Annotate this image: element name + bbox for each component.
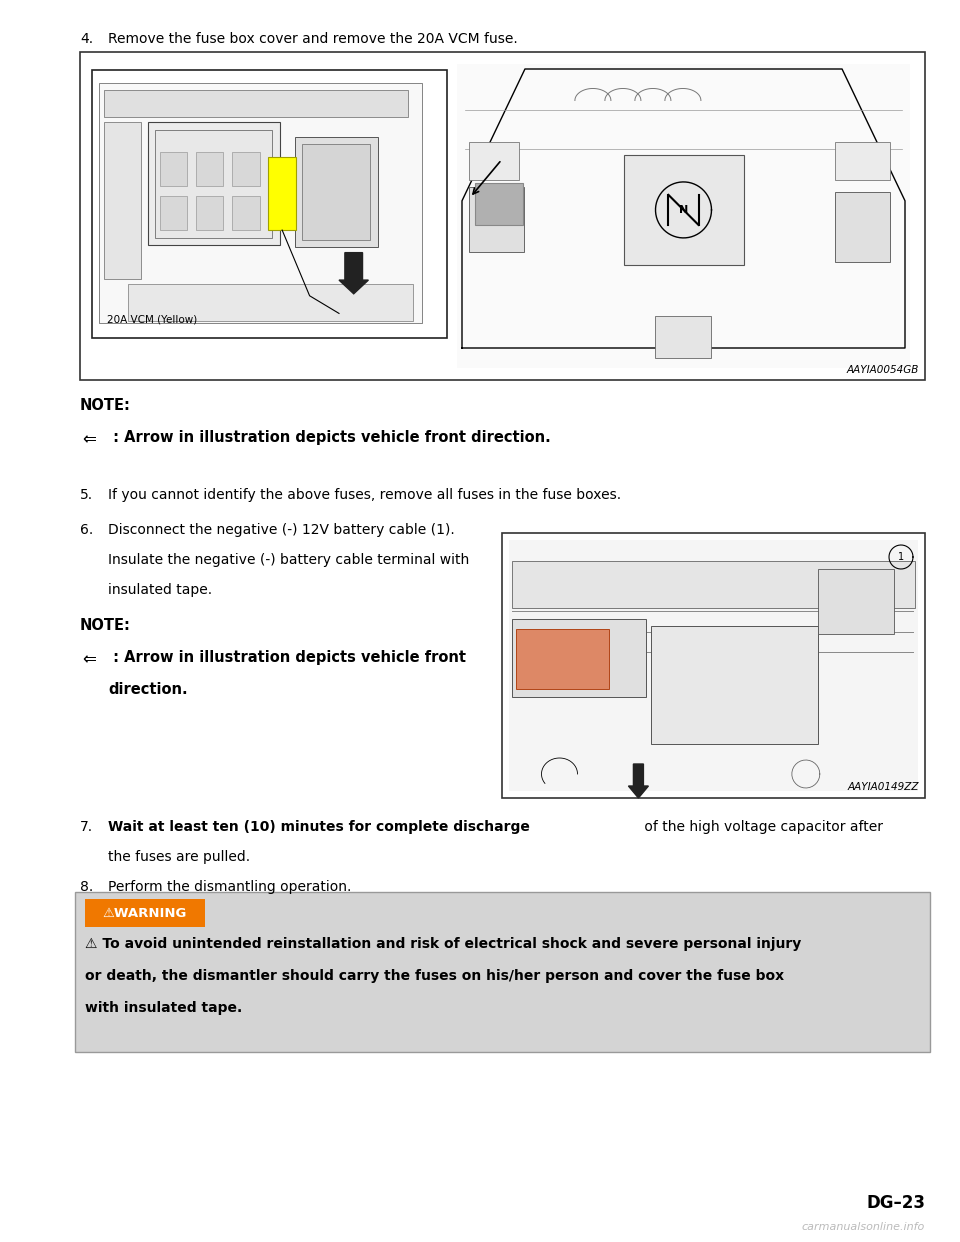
Bar bbox=[457, 65, 910, 368]
Bar bbox=[475, 183, 523, 225]
Text: NOTE:: NOTE: bbox=[80, 397, 131, 414]
Bar bbox=[469, 142, 519, 180]
Text: AAYIA0149ZZ: AAYIA0149ZZ bbox=[848, 782, 919, 792]
Text: : Arrow in illustration depicts vehicle front: : Arrow in illustration depicts vehicle … bbox=[108, 650, 466, 664]
Bar bbox=[516, 628, 609, 689]
Text: NOTE:: NOTE: bbox=[80, 619, 131, 633]
Bar bbox=[301, 144, 371, 240]
Text: 8.: 8. bbox=[80, 881, 93, 894]
Bar bbox=[513, 561, 915, 609]
Bar bbox=[104, 89, 408, 118]
FancyArrow shape bbox=[339, 252, 369, 294]
Bar bbox=[196, 152, 224, 186]
Text: Perform the dismantling operation.: Perform the dismantling operation. bbox=[108, 881, 351, 894]
Text: AAYIA0054GB: AAYIA0054GB bbox=[847, 365, 919, 375]
Bar bbox=[818, 569, 894, 635]
Text: insulated tape.: insulated tape. bbox=[108, 582, 212, 597]
Bar bbox=[99, 83, 422, 323]
Text: with insulated tape.: with insulated tape. bbox=[85, 1001, 242, 1015]
Text: DG–23: DG–23 bbox=[866, 1194, 925, 1212]
Bar bbox=[232, 152, 259, 186]
Text: ⇐: ⇐ bbox=[82, 650, 96, 668]
Text: Remove the fuse box cover and remove the 20A VCM fuse.: Remove the fuse box cover and remove the… bbox=[108, 32, 517, 46]
Bar bbox=[513, 619, 646, 697]
Bar bbox=[835, 142, 890, 180]
Bar bbox=[148, 122, 280, 245]
Bar bbox=[656, 315, 711, 358]
Bar bbox=[80, 52, 925, 380]
Bar bbox=[651, 626, 818, 744]
Text: : Arrow in illustration depicts vehicle front direction.: : Arrow in illustration depicts vehicle … bbox=[108, 430, 551, 445]
Bar bbox=[232, 196, 259, 230]
Text: 6.: 6. bbox=[80, 523, 93, 537]
Bar bbox=[129, 284, 413, 322]
Text: ⚠WARNING: ⚠WARNING bbox=[103, 907, 187, 919]
Text: 5.: 5. bbox=[80, 488, 93, 502]
Text: 4.: 4. bbox=[80, 32, 93, 46]
Text: or death, the dismantler should carry the fuses on his/her person and cover the : or death, the dismantler should carry th… bbox=[85, 969, 784, 982]
Bar bbox=[469, 188, 524, 252]
Text: N: N bbox=[679, 205, 688, 215]
Bar bbox=[159, 196, 187, 230]
Text: carmanualsonline.info: carmanualsonline.info bbox=[802, 1222, 925, 1232]
Bar bbox=[510, 540, 918, 791]
Bar bbox=[835, 191, 890, 262]
Bar bbox=[269, 156, 296, 230]
Text: direction.: direction. bbox=[108, 682, 187, 697]
Bar bbox=[502, 533, 925, 799]
Text: Disconnect the negative (-) 12V battery cable (1).: Disconnect the negative (-) 12V battery … bbox=[108, 523, 455, 537]
Bar bbox=[159, 152, 187, 186]
Text: 7.: 7. bbox=[80, 820, 93, 833]
Text: ⚠ To avoid unintended reinstallation and risk of electrical shock and severe per: ⚠ To avoid unintended reinstallation and… bbox=[85, 936, 802, 951]
Text: 20A VCM (Yellow): 20A VCM (Yellow) bbox=[107, 315, 197, 325]
FancyArrow shape bbox=[629, 764, 648, 799]
Bar bbox=[92, 70, 447, 338]
Text: of the high voltage capacitor after: of the high voltage capacitor after bbox=[640, 820, 883, 833]
Bar bbox=[104, 122, 141, 279]
Bar bbox=[75, 892, 930, 1052]
Text: ⇐: ⇐ bbox=[82, 430, 96, 448]
Text: 1: 1 bbox=[898, 551, 904, 561]
Text: Wait at least ten (10) minutes for complete discharge: Wait at least ten (10) minutes for compl… bbox=[108, 820, 530, 833]
Text: Insulate the negative (-) battery cable terminal with: Insulate the negative (-) battery cable … bbox=[108, 553, 469, 568]
Text: If you cannot identify the above fuses, remove all fuses in the fuse boxes.: If you cannot identify the above fuses, … bbox=[108, 488, 621, 502]
Bar bbox=[196, 196, 224, 230]
Bar bbox=[85, 899, 205, 927]
Bar bbox=[295, 137, 378, 247]
Text: the fuses are pulled.: the fuses are pulled. bbox=[108, 850, 251, 864]
Bar bbox=[155, 130, 273, 238]
Bar bbox=[623, 155, 743, 265]
